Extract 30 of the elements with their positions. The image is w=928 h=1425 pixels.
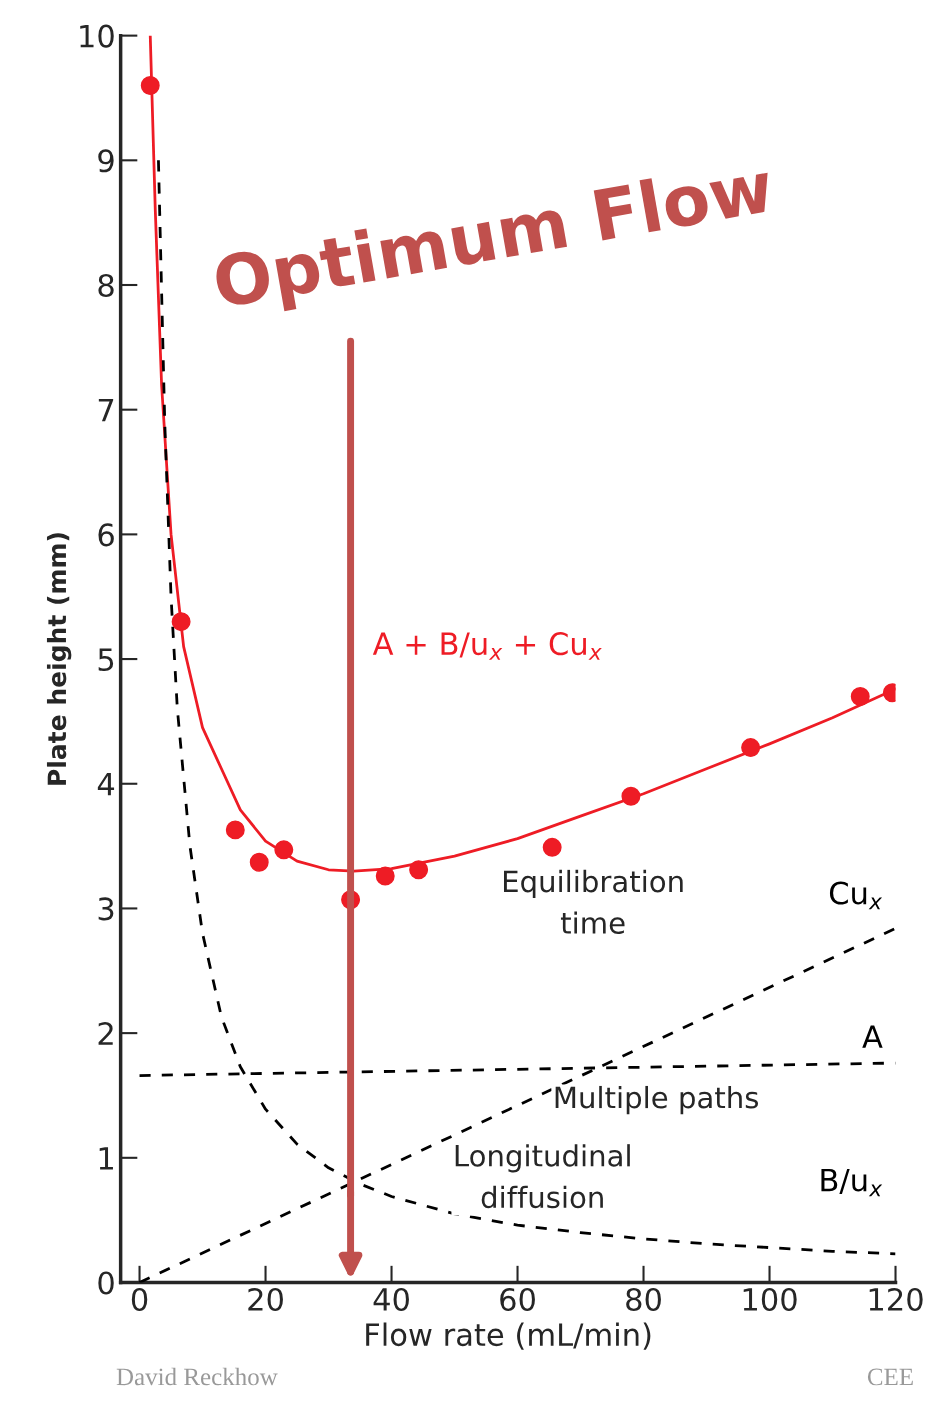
y-tick-label: 9 (98, 149, 114, 173)
y-tick-label: 8 (98, 273, 114, 298)
y-tick-label: 5 (98, 648, 114, 672)
x-tick-label: 80 (626, 1287, 661, 1312)
ref-line-label: Optimum Flow (212, 158, 777, 322)
x-tick-label: 0 (131, 1287, 148, 1312)
x-tick-label: 60 (500, 1287, 535, 1312)
x-tick-label: 120 (869, 1287, 923, 1312)
x-tick-label: 40 (373, 1287, 409, 1312)
y-tick-label: 2 (98, 1022, 113, 1045)
y-tick-label: 6 (98, 523, 114, 547)
annotation: Longitudinal diffusion (455, 1144, 630, 1209)
y-tick-label: 3 (98, 897, 114, 921)
x-tick-label: 100 (743, 1287, 797, 1312)
annotation: Equilibration time (504, 869, 683, 934)
x-tick-label: 20 (248, 1287, 283, 1312)
text: CEE (867, 1368, 913, 1386)
text: David Reckhow (116, 1367, 278, 1386)
series-label: A (862, 1025, 883, 1048)
annotation: Multiple paths (555, 1085, 759, 1115)
y-tick-label: 4 (97, 773, 115, 796)
series-label: B/u$_{x}$ (821, 1168, 883, 1197)
y-tick-label: 0 (98, 1271, 114, 1295)
y-axis-title: Plate height (mm) (46, 533, 72, 785)
y-tick-label: 10 (80, 24, 114, 48)
series-label: Cu$_{x}$ (829, 881, 883, 910)
y-tick-label: 1 (99, 1147, 113, 1170)
text: A + B/u$_{x}$ + Cu$_{x}$ (372, 632, 602, 660)
x-axis-title: Flow rate (mL/min) (366, 1322, 651, 1350)
y-tick-label: 7 (98, 399, 114, 422)
